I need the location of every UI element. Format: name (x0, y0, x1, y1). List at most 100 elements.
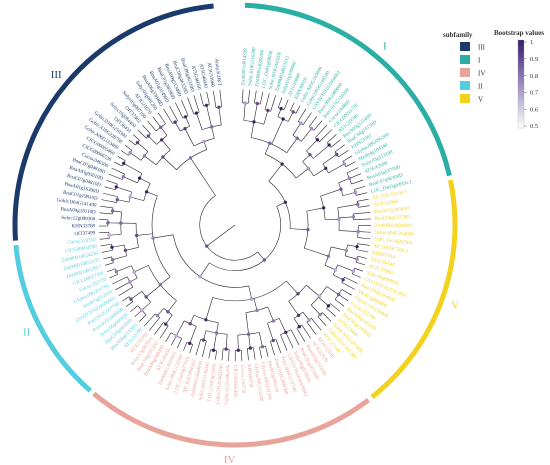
branch (271, 118, 284, 145)
bootstrap-nodes (106, 101, 360, 352)
branch-arc (199, 195, 258, 261)
branch (211, 126, 215, 139)
branch (295, 105, 301, 114)
branch (129, 152, 142, 161)
branch (128, 139, 136, 146)
branch (124, 144, 133, 151)
branch (324, 264, 336, 271)
branch (161, 139, 171, 151)
tip-label: Gohir.D12G082100 (216, 364, 225, 405)
tip-labels: Zm00001d014339 Sobic.010G116200Zm00001d04… (56, 47, 414, 405)
branch (358, 231, 371, 233)
branch (216, 322, 219, 333)
branch (206, 105, 212, 127)
branch (290, 228, 308, 231)
tip-label: BnaA07g34500D (374, 207, 410, 215)
branch (243, 103, 246, 121)
branch (225, 334, 228, 350)
branch (264, 143, 271, 155)
ring-arc-I (244, 2, 452, 177)
bootstrap-node (306, 228, 310, 232)
branch (174, 122, 181, 132)
bootstrap-node (115, 197, 119, 202)
branch (152, 116, 162, 128)
branch (107, 268, 116, 272)
branch (108, 173, 123, 180)
bootstrap-tick-label: 0.7 (530, 90, 539, 97)
bootstrap-node (295, 136, 299, 140)
branch (313, 168, 326, 177)
branch (111, 167, 125, 175)
ring-arc-V (370, 179, 458, 400)
branch (322, 154, 337, 165)
bootstrap-node (260, 345, 265, 349)
branch (115, 281, 131, 291)
branch (137, 142, 149, 152)
branch (213, 332, 217, 351)
branch (322, 312, 332, 322)
bootstrap-node (121, 175, 126, 179)
bootstrap-node (114, 185, 119, 189)
branch (301, 128, 312, 142)
branch (326, 307, 336, 317)
bootstrap-node (188, 341, 192, 346)
tip-label: KHN07014 (372, 251, 396, 261)
branch (337, 264, 354, 272)
bootstrap-node (142, 154, 147, 158)
branch (297, 108, 307, 122)
bootstrap-node (315, 138, 320, 142)
bootstrap-node (151, 236, 155, 240)
branch (133, 134, 140, 141)
tip-label: CICG00005420 (232, 365, 237, 397)
branch (330, 246, 347, 251)
branch (283, 99, 289, 110)
branch (101, 199, 117, 203)
bootstrap-node (158, 282, 163, 287)
branch (353, 218, 371, 221)
branch (241, 89, 244, 103)
ring-arc-II (13, 244, 92, 393)
tip-label: KHN33768 (72, 224, 96, 229)
branch (296, 328, 306, 342)
branch (133, 265, 149, 273)
bootstrap-node (262, 258, 267, 262)
branch (145, 284, 161, 298)
tip-label: XP_020167350.1 (373, 244, 409, 254)
tip-label: Cucsa.123350 (67, 238, 96, 246)
branch (137, 129, 147, 139)
branch (116, 265, 132, 272)
branch-arc (151, 195, 171, 277)
branch (122, 296, 130, 302)
bootstrap-node (283, 200, 288, 204)
bootstrap-node (107, 233, 111, 237)
branch (257, 251, 265, 261)
branch (162, 156, 177, 170)
bootstrap-node (134, 233, 139, 238)
bootstrap-node (129, 297, 133, 301)
bootstrap-node (252, 120, 256, 124)
branch (215, 350, 217, 360)
branch (304, 247, 329, 257)
tip-label: Araip.K3JKT (213, 58, 221, 86)
bootstrap-node (299, 121, 303, 125)
branch (267, 306, 274, 322)
branch (258, 332, 263, 347)
bootstrap-node (243, 101, 247, 105)
branch (103, 256, 112, 260)
bootstrap-node (188, 156, 193, 160)
bootstrap-node (347, 176, 352, 181)
bootstrap-node (114, 269, 119, 274)
branch (277, 97, 283, 108)
legend-swatch (460, 94, 470, 103)
bootstrap-node (110, 209, 115, 213)
branch (125, 247, 139, 251)
bootstrap-node (353, 190, 358, 195)
branch (267, 323, 274, 341)
bootstrap-node (106, 221, 110, 225)
bootstrap-tick-label: 0.6 (530, 106, 539, 113)
branch (306, 207, 324, 212)
bootstrap-node (266, 108, 270, 113)
bootstrap-node (110, 258, 115, 262)
bootstrap-node (255, 308, 259, 313)
